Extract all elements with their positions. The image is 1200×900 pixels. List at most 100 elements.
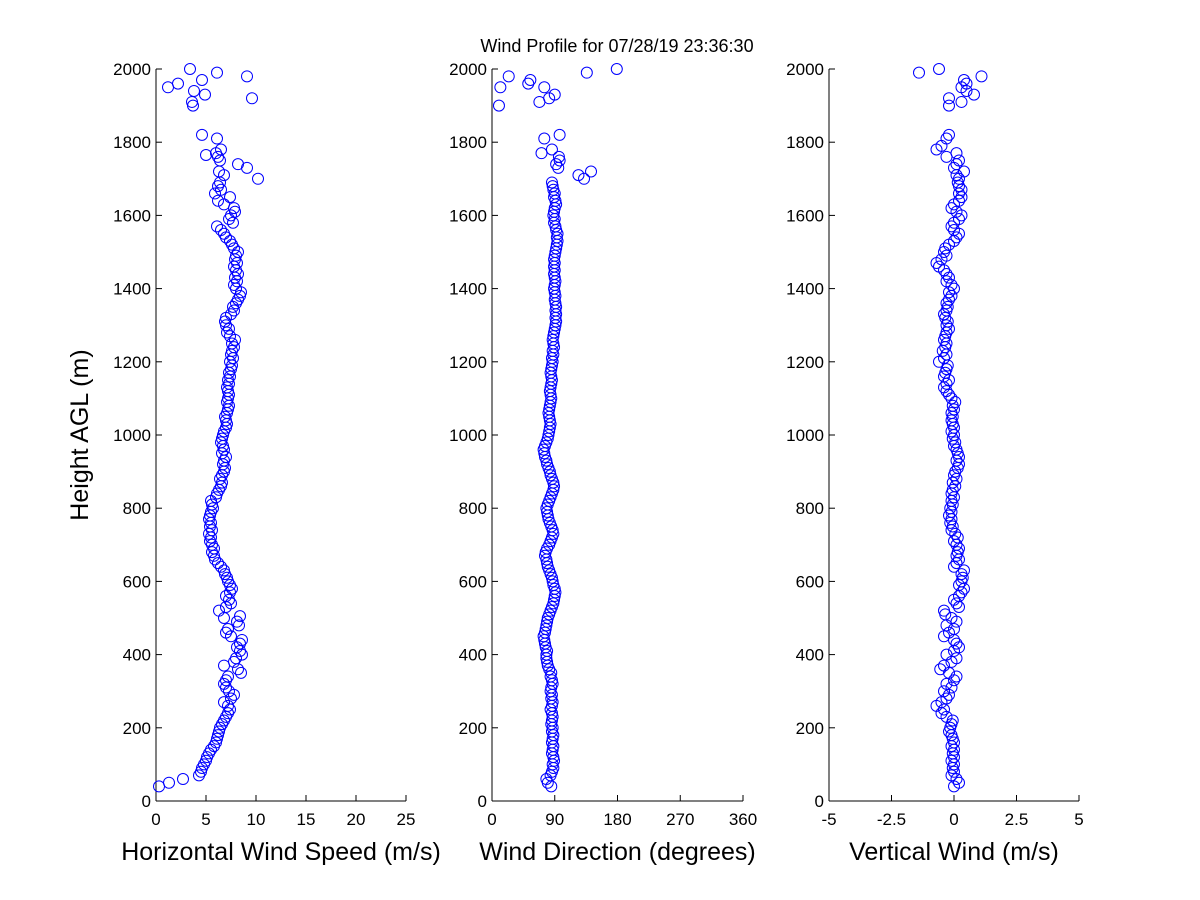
data-point xyxy=(215,143,227,156)
x-axis-label: Horizontal Wind Speed (m/s) xyxy=(121,838,441,866)
data-point xyxy=(940,132,953,145)
data-point xyxy=(538,81,551,94)
x-tick-label: 15 xyxy=(297,810,316,829)
data-point xyxy=(585,165,598,178)
data-point xyxy=(548,88,561,101)
data-point xyxy=(213,604,225,617)
data-point xyxy=(252,172,264,185)
y-tick-label: 1600 xyxy=(449,206,487,225)
y-axis-label: Height AGL (m) xyxy=(66,349,94,520)
y-tick-label: 2000 xyxy=(449,60,487,79)
x-axis-label: Wind Direction (degrees) xyxy=(479,838,756,866)
data-point xyxy=(172,77,184,90)
figure-title: Wind Profile for 07/28/19 23:36:30 xyxy=(480,36,753,56)
data-point xyxy=(938,703,950,716)
data-points-direction xyxy=(492,63,623,793)
data-point xyxy=(553,128,566,141)
data-point xyxy=(553,154,566,167)
data-point xyxy=(546,575,559,588)
data-point xyxy=(948,224,960,237)
y-tick-label: 1200 xyxy=(449,353,487,372)
y-tick-label: 0 xyxy=(142,792,151,811)
y-tick-label: 1800 xyxy=(786,133,824,152)
data-point xyxy=(222,670,234,683)
data-point xyxy=(235,666,247,679)
y-tick-label: 200 xyxy=(796,719,824,738)
data-point xyxy=(944,502,957,515)
data-point xyxy=(222,622,234,635)
data-point xyxy=(222,699,234,712)
data-point xyxy=(943,293,955,306)
data-point xyxy=(946,399,959,412)
data-point xyxy=(949,436,962,449)
data-points-speed xyxy=(153,63,264,793)
data-point xyxy=(538,132,551,145)
data-point xyxy=(225,209,237,222)
y-tick-label: 1400 xyxy=(786,280,824,299)
data-point xyxy=(502,70,515,83)
y-tick-label: 1600 xyxy=(113,206,151,225)
x-tick-label: 0 xyxy=(487,810,496,829)
data-point xyxy=(938,685,950,698)
y-tick-label: 800 xyxy=(123,499,151,518)
data-point xyxy=(940,677,953,690)
data-point xyxy=(211,66,223,79)
data-point xyxy=(549,586,562,599)
data-point xyxy=(232,246,244,258)
x-tick-label: 2.5 xyxy=(1005,810,1029,829)
y-tick-label: 400 xyxy=(459,646,487,665)
data-point xyxy=(938,308,950,321)
x-tick-label: 0 xyxy=(949,810,958,829)
data-point xyxy=(212,557,224,570)
data-point xyxy=(218,696,230,709)
data-point xyxy=(220,590,232,603)
data-point xyxy=(225,692,237,705)
x-axis-label: Vertical Wind (m/s) xyxy=(849,838,1059,866)
data-point xyxy=(953,213,965,226)
data-point xyxy=(545,176,558,189)
y-tick-label: 1800 xyxy=(113,133,151,152)
data-point xyxy=(228,278,240,291)
data-point xyxy=(933,260,945,273)
data-point xyxy=(945,769,958,782)
subplot-direction: 0 200 400 600 800 1000 1200 1400 1600 1800 2000 0 90… xyxy=(449,60,757,866)
data-point xyxy=(224,330,236,343)
y-tick-label: 600 xyxy=(796,572,824,591)
data-point xyxy=(544,469,557,482)
data-point xyxy=(188,84,200,97)
subplot-vertical: 0 200 400 600 800 1000 1200 1400 1600 1800 2000 -5 -… xyxy=(786,60,1084,866)
x-tick-label: 25 xyxy=(397,810,416,829)
x-tick-label: 360 xyxy=(729,810,757,829)
data-point xyxy=(572,169,585,182)
data-point xyxy=(220,450,232,463)
data-point xyxy=(940,692,953,705)
data-point xyxy=(545,143,558,156)
x-tick-label: 0 xyxy=(151,810,160,829)
data-point xyxy=(948,535,960,548)
x-tick-label: 90 xyxy=(545,810,564,829)
y-tick-label: 2000 xyxy=(786,60,824,79)
x-tick-label: 10 xyxy=(247,810,266,829)
y-tick-label: 1000 xyxy=(449,426,487,445)
data-point xyxy=(224,235,236,248)
data-point xyxy=(955,568,968,581)
x-tick-label: -2.5 xyxy=(877,810,906,829)
subplot-speed: 0 200 400 600 800 1000 1200 1400 1600 1800 2000 0 5 1… xyxy=(66,60,441,866)
y-tick-label: 1200 xyxy=(786,353,824,372)
data-point xyxy=(196,128,208,141)
data-point xyxy=(226,337,238,350)
data-point xyxy=(955,183,968,196)
data-point xyxy=(958,73,970,86)
data-point xyxy=(548,480,561,493)
x-tick-label: 270 xyxy=(666,810,694,829)
data-point xyxy=(547,209,560,222)
data-point xyxy=(940,275,953,288)
data-point xyxy=(218,564,230,577)
data-point xyxy=(541,615,554,628)
data-point xyxy=(177,773,189,786)
data-point xyxy=(246,92,258,105)
x-tick-label: -5 xyxy=(821,810,836,829)
data-point xyxy=(547,183,560,196)
